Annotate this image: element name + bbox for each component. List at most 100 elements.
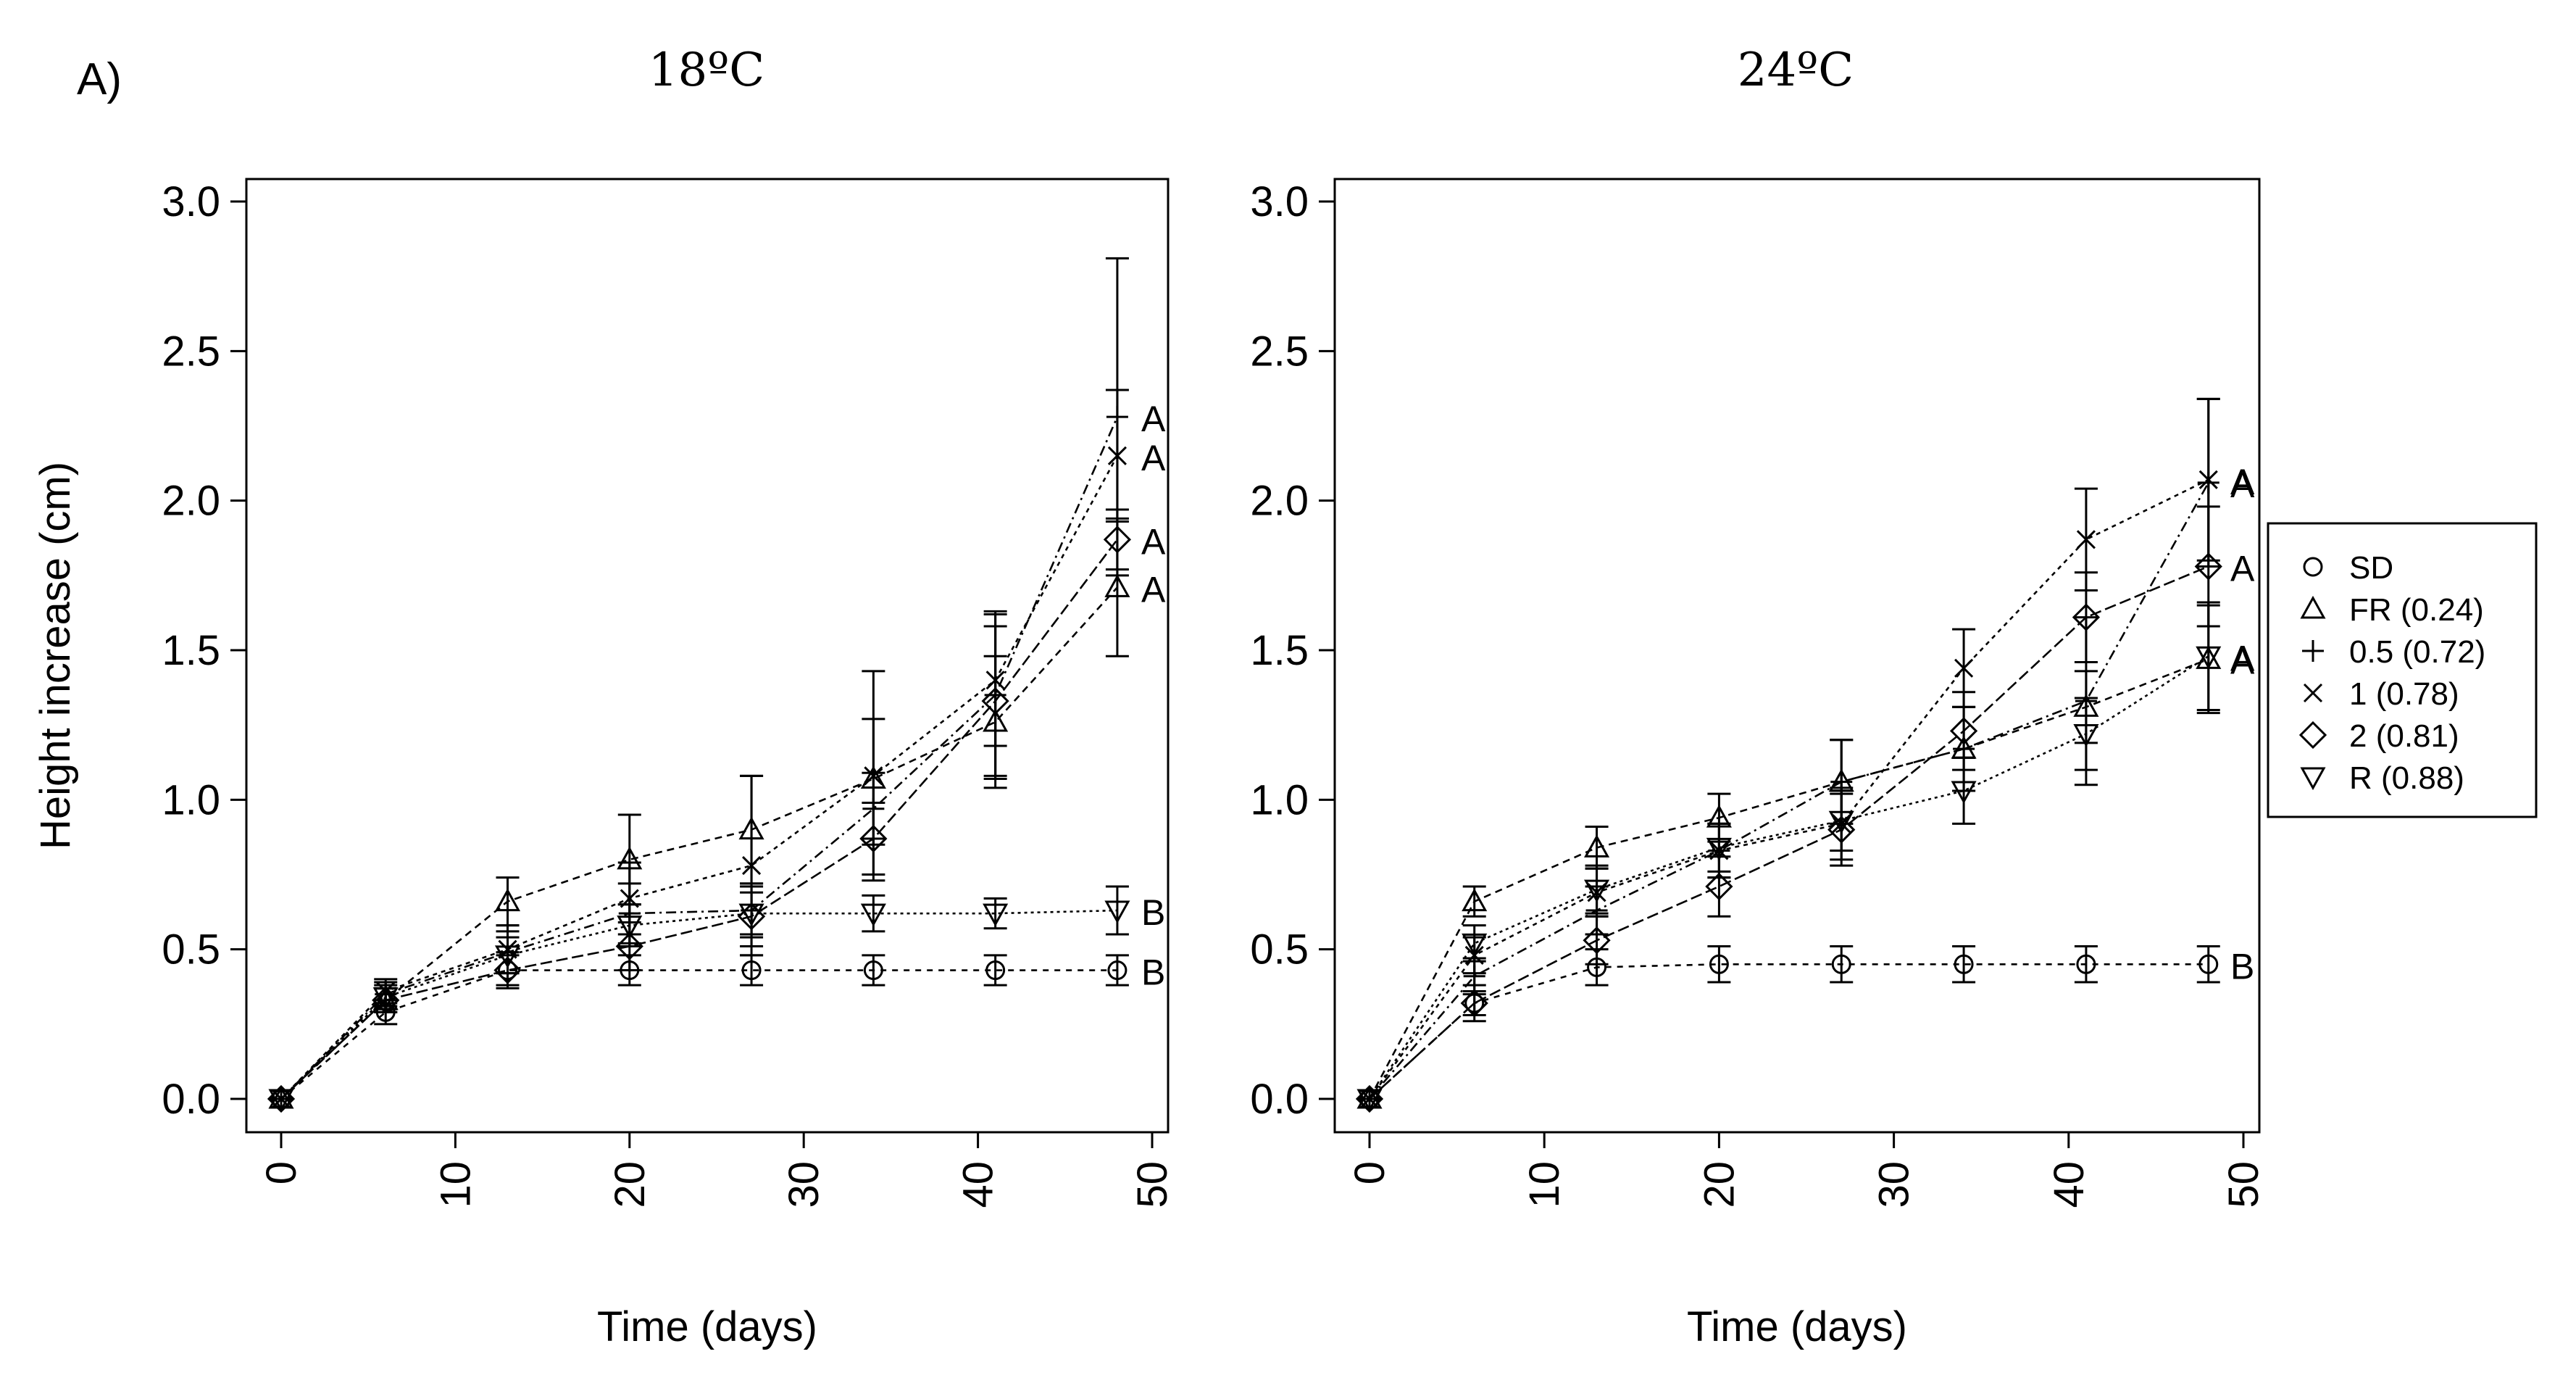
significance-letter: A: [2230, 641, 2255, 681]
data-point: [268, 1089, 294, 1113]
x-tick-label: 30: [1871, 1161, 1918, 1208]
data-point: [1584, 834, 1610, 858]
y-tick-label: 0.0: [162, 1076, 220, 1123]
chart-panel-18c: 18ºC 0.0 0.5 1.0 1.5 2.0 2.5 3.0 0 10 20 30 40 50 Time…: [32, 43, 1176, 1350]
panel-label: A): [77, 54, 122, 104]
series-4: A: [267, 508, 1166, 1113]
x-tick-label: 20: [1696, 1161, 1743, 1208]
legend-label: SD: [2349, 550, 2393, 586]
x-axis-label: Time (days): [1687, 1303, 1907, 1350]
legend-entry: 2 (0.81): [2298, 718, 2459, 754]
x-tick-label: 40: [2046, 1161, 2093, 1208]
data-point: [742, 856, 762, 876]
series-line: [1369, 963, 2209, 1100]
legend-entry: R (0.88): [2300, 760, 2464, 796]
data-point: [1103, 526, 1132, 554]
series-0: B: [1359, 945, 2254, 1109]
data-point: [1709, 954, 1729, 974]
significance-letter: A: [1141, 438, 1166, 478]
series-5: B: [268, 885, 1165, 1113]
data-point: [1583, 926, 1611, 955]
series-3: A: [1359, 397, 2255, 1109]
legend-label: 2 (0.81): [2349, 718, 2459, 754]
data-point: [2072, 603, 2101, 631]
significance-letter: B: [1141, 892, 1165, 933]
chart-title: 18ºC: [649, 43, 765, 97]
y-tick-label: 1.0: [1250, 776, 1309, 823]
x-axis-label: Time (days): [597, 1303, 817, 1350]
legend-symbol: [2302, 640, 2324, 662]
data-point: [1706, 837, 1732, 861]
significance-letter: A: [1141, 399, 1166, 439]
y-tick-label: 2.5: [1250, 328, 1309, 375]
significance-letter: B: [2230, 946, 2254, 987]
data-point: [617, 915, 643, 939]
y-axis-label: Height increase (cm): [32, 462, 79, 850]
data-point: [372, 986, 400, 1014]
data-point: [738, 903, 764, 927]
chart-panel-24c: 24ºC 0.0 0.5 1.0 1.5 2.0 2.5 3.0 0 10 20 30 40 50 Time…: [1250, 43, 2267, 1350]
data-point: [1107, 446, 1127, 465]
legend-symbol: [2300, 595, 2326, 619]
series-line: [280, 539, 1118, 1100]
y-tick-label: 3.0: [162, 178, 220, 225]
series-line: [1368, 478, 2209, 1100]
data-point: [493, 956, 522, 984]
series-line: [280, 455, 1119, 1100]
data-point: [1951, 781, 1977, 805]
data-point: [741, 960, 762, 981]
y-tick-label: 2.5: [162, 328, 220, 375]
data-point: [372, 987, 399, 1010]
legend-symbol: [2303, 683, 2323, 703]
legend-entry: 1 (0.78): [2303, 676, 2459, 712]
data-point: [1828, 810, 1854, 834]
series-2: A: [270, 257, 1166, 1110]
data-point: [1104, 900, 1130, 924]
data-point: [1356, 1089, 1383, 1113]
legend: SD FR (0.24) 0.5 (0.72) 1 (0.78) 2 (0.81) R (…: [2267, 522, 2538, 818]
legend-entry: SD: [2303, 550, 2393, 586]
legend-label: R (0.88): [2349, 760, 2464, 796]
y-tick-label: 0.0: [1250, 1076, 1309, 1123]
data-point: [2073, 724, 2099, 747]
data-point: [494, 888, 521, 912]
legend-entry: FR (0.24): [2300, 592, 2484, 628]
significance-letter: A: [1141, 521, 1166, 562]
series-line: [280, 909, 1117, 1100]
y-tick-label: 1.5: [1250, 627, 1309, 674]
significance-letter: A: [2230, 462, 2255, 502]
y-tick-label: 1.0: [162, 776, 220, 823]
legend-symbol: [2300, 767, 2326, 791]
y-tick-label: 2.0: [1250, 478, 1309, 525]
y-tick-label: 2.0: [162, 478, 220, 525]
data-point: [2198, 470, 2218, 489]
y-tick-label: 0.5: [1250, 926, 1309, 973]
x-tick-label: 0: [1346, 1161, 1393, 1184]
series-5: A: [1356, 601, 2255, 1113]
data-point: [981, 687, 1009, 715]
series-line: [1369, 565, 2209, 1100]
series-line: [1368, 658, 2209, 1100]
data-point: [859, 824, 888, 853]
series-4: A: [1355, 505, 2255, 1113]
data-point: [860, 903, 886, 927]
plot-frame: [245, 178, 1170, 1134]
x-tick-label: 30: [780, 1161, 828, 1208]
data-point: [1705, 872, 1733, 901]
data-point: [2196, 646, 2222, 670]
significance-letter: A: [1141, 569, 1166, 610]
x-tick-label: 50: [2220, 1161, 2267, 1208]
series-line: [1368, 655, 2209, 1100]
data-point: [2198, 954, 2219, 974]
data-point: [1460, 989, 1488, 1018]
data-point: [1584, 879, 1610, 903]
data-point: [983, 903, 1009, 927]
series-line: [280, 586, 1118, 1100]
significance-letter: A: [2230, 638, 2255, 678]
legend-symbol: [2303, 557, 2323, 577]
series-line: [1369, 482, 2209, 1100]
series-0: B: [271, 952, 1165, 1109]
x-tick-label: 10: [1521, 1161, 1568, 1208]
legend-entry: 0.5 (0.72): [2302, 634, 2485, 670]
